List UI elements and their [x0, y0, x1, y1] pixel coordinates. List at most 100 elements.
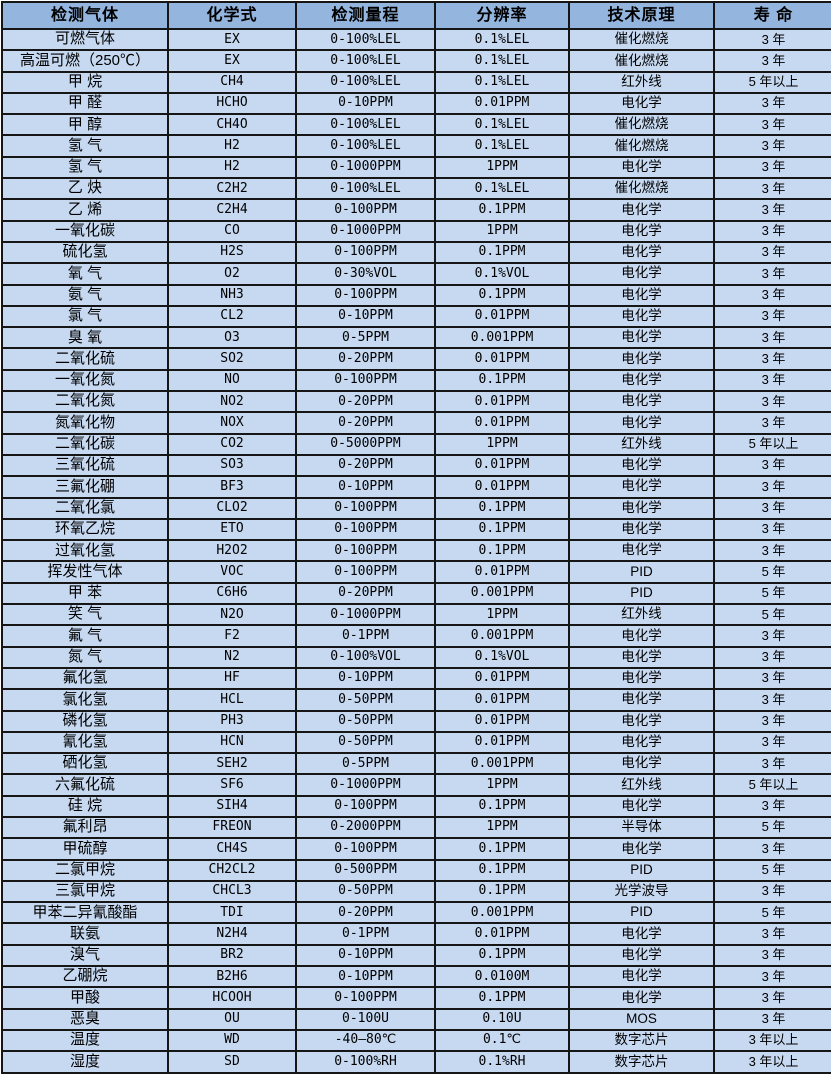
lifespan-cell: 3 年 [713, 1007, 831, 1031]
principle-cell: 电化学 [568, 666, 715, 691]
lifespan-cell: 3 年 [713, 177, 831, 201]
formula-cell: SO2 [167, 347, 297, 371]
formula-cell: B2H6 [167, 965, 297, 989]
resolution-cell: 0.01PPM [434, 666, 570, 691]
resolution-cell: 0.1PPM [434, 539, 570, 563]
formula-cell: WD [167, 1028, 297, 1053]
resolution-cell: 0.1PPM [434, 837, 570, 861]
resolution-cell: 0.1PPM [434, 283, 570, 307]
principle-cell: 电化学 [568, 688, 715, 712]
formula-cell: CL2 [167, 304, 297, 329]
lifespan-cell: 3 年 [713, 453, 831, 478]
table-row: 高温可燃（250℃） EX 0-100%LEL 0.1%LEL 催化燃烧 3 年 [1, 49, 831, 73]
table-row: 一氧化碳 CO 0-1000PPM 1PPM 电化学 3 年 [1, 219, 831, 243]
resolution-cell: 0.1%LEL [434, 70, 570, 94]
lifespan-cell: 3 年以上 [713, 1050, 831, 1074]
range-cell: 0-100PPM [295, 517, 436, 542]
principle-cell: 电化学 [568, 240, 715, 265]
gas-name-cell: 氮 气 [1, 645, 169, 669]
gas-name-cell: 可燃气体 [1, 27, 169, 52]
lifespan-cell: 3 年 [713, 752, 831, 776]
table-row: 氯 气 CL2 0-10PPM 0.01PPM 电化学 3 年 [1, 304, 831, 329]
principle-cell: 电化学 [568, 198, 715, 222]
range-cell: 0-100%RH [295, 1050, 436, 1074]
gas-name-cell: 硫化氢 [1, 240, 169, 265]
formula-cell: CH4 [167, 70, 297, 94]
table-row: 臭 氧 O3 0-5PPM 0.001PPM 电化学 3 年 [1, 326, 831, 350]
resolution-cell: 0.1PPM [434, 794, 570, 818]
principle-cell: MOS [568, 1007, 715, 1031]
lifespan-cell: 5 年以上 [713, 773, 831, 797]
table-row: 硅 烷 SIH4 0-100PPM 0.1PPM 电化学 3 年 [1, 794, 831, 818]
gas-name-cell: 氰化氢 [1, 730, 169, 755]
table-row: 二氧化氯 CLO2 0-100PPM 0.1PPM 电化学 3 年 [1, 496, 831, 520]
lifespan-cell: 3 年 [713, 539, 831, 563]
resolution-cell: 0.1PPM [434, 368, 570, 393]
table-row: 湿度 SD 0-100%RH 0.1%RH 数字芯片 3 年以上 [1, 1050, 831, 1074]
lifespan-cell: 3 年 [713, 304, 831, 329]
principle-cell: PID [568, 858, 715, 882]
resolution-cell: 0.01PPM [434, 91, 570, 116]
principle-cell: 电化学 [568, 496, 715, 520]
table-row: 六氟化硫 SF6 0-1000PPM 1PPM 红外线 5 年以上 [1, 773, 831, 797]
formula-cell: HCN [167, 730, 297, 755]
table-row: 甲酸 HCOOH 0-100PPM 0.1PPM 电化学 3 年 [1, 986, 831, 1010]
formula-cell: ETO [167, 517, 297, 542]
range-cell: 0-100PPM [295, 560, 436, 584]
resolution-cell: 0.1PPM [434, 198, 570, 222]
resolution-cell: 1PPM [434, 219, 570, 243]
principle-cell: 红外线 [568, 432, 715, 456]
lifespan-cell: 3 年 [713, 645, 831, 669]
resolution-cell: 0.01PPM [434, 347, 570, 371]
lifespan-cell: 3 年 [713, 624, 831, 648]
table-row: 甲 醛 HCHO 0-10PPM 0.01PPM 电化学 3 年 [1, 91, 831, 116]
principle-cell: 电化学 [568, 219, 715, 243]
formula-cell: OU [167, 1007, 297, 1031]
gas-name-cell: 氟化氢 [1, 666, 169, 691]
resolution-cell: 0.01PPM [434, 730, 570, 755]
principle-cell: 电化学 [568, 730, 715, 755]
table-row: 笑 气 N2O 0-1000PPM 1PPM 红外线 5 年 [1, 603, 831, 627]
table-row: 一氧化氮 NO 0-100PPM 0.1PPM 电化学 3 年 [1, 368, 831, 393]
gas-name-cell: 二氧化氯 [1, 496, 169, 520]
range-cell: 0-100PPM [295, 837, 436, 861]
range-cell: 0-20PPM [295, 901, 436, 925]
formula-cell: C2H4 [167, 198, 297, 222]
resolution-cell: 0.01PPM [434, 709, 570, 733]
resolution-cell: 0.1%VOL [434, 645, 570, 669]
gas-name-cell: 溴气 [1, 943, 169, 968]
range-cell: 0-30%VOL [295, 262, 436, 286]
table-row: 甲 醇 CH4O 0-100%LEL 0.1%LEL 催化燃烧 3 年 [1, 113, 831, 137]
gas-name-cell: 二氧化氮 [1, 390, 169, 414]
lifespan-cell: 3 年 [713, 155, 831, 180]
lifespan-cell: 3 年 [713, 49, 831, 73]
lifespan-cell: 3 年 [713, 730, 831, 755]
range-cell: 0-20PPM [295, 581, 436, 606]
table-row: 二氧化硫 SO2 0-20PPM 0.01PPM 电化学 3 年 [1, 347, 831, 371]
principle-cell: 电化学 [568, 624, 715, 648]
range-cell: 0-20PPM [295, 411, 436, 435]
formula-cell: SF6 [167, 773, 297, 797]
table-row: 甲 苯 C6H6 0-20PPM 0.001PPM PID 5 年 [1, 581, 831, 606]
lifespan-cell: 3 年 [713, 475, 831, 499]
gas-name-cell: 硅 烷 [1, 794, 169, 818]
resolution-cell: 0.001PPM [434, 624, 570, 648]
formula-cell: CH4S [167, 837, 297, 861]
range-cell: 0-5PPM [295, 326, 436, 350]
gas-name-cell: 六氟化硫 [1, 773, 169, 797]
gas-name-cell: 过氧化氢 [1, 539, 169, 563]
table-row: 溴气 BR2 0-10PPM 0.1PPM 电化学 3 年 [1, 943, 831, 968]
formula-cell: TDI [167, 901, 297, 925]
range-cell: 0-100PPM [295, 496, 436, 520]
lifespan-cell: 3 年 [713, 262, 831, 286]
table-row: 环氧乙烷 ETO 0-100PPM 0.1PPM 电化学 3 年 [1, 517, 831, 542]
table-row: 二氯甲烷 CH2CL2 0-500PPM 0.1PPM PID 5 年 [1, 858, 831, 882]
principle-cell: 电化学 [568, 475, 715, 499]
principle-cell: PID [568, 581, 715, 606]
gas-name-cell: 甲硫醇 [1, 837, 169, 861]
principle-cell: 催化燃烧 [568, 27, 715, 52]
resolution-cell: 0.001PPM [434, 326, 570, 350]
principle-cell: 半导体 [568, 815, 715, 840]
lifespan-cell: 3 年 [713, 411, 831, 435]
resolution-cell: 1PPM [434, 603, 570, 627]
